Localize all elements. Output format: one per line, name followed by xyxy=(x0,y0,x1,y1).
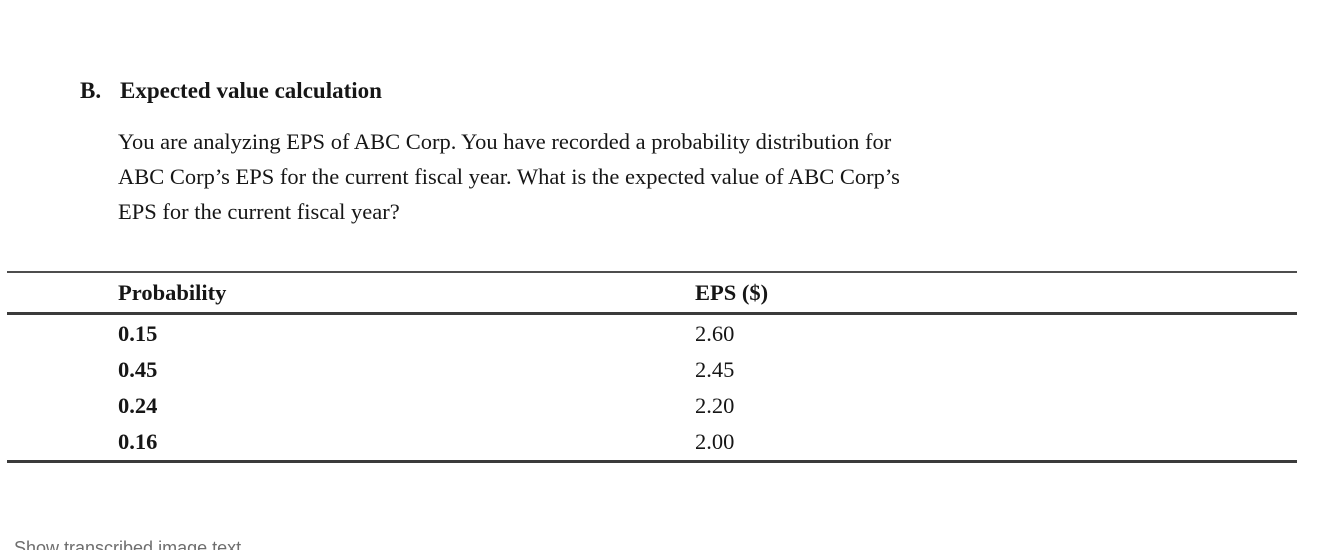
probability-cell: 0.24 xyxy=(118,393,158,418)
table-body: 0.15 2.60 0.45 2.45 0.24 2.20 0.16 2.00 xyxy=(7,315,1297,463)
table-row: 0.16 2.00 xyxy=(7,424,1297,460)
paragraph-line: EPS for the current fiscal year? xyxy=(118,199,400,224)
column-header-eps: EPS ($) xyxy=(695,280,769,305)
probability-cell: 0.45 xyxy=(118,357,158,382)
probability-cell: 0.16 xyxy=(118,429,158,454)
show-transcribed-text-link[interactable]: Show transcribed image text xyxy=(14,538,242,550)
table-header-row: Probability EPS ($) xyxy=(7,273,1297,315)
eps-cell: 2.45 xyxy=(695,357,735,382)
question-paragraph: You are analyzing EPS of ABC Corp. You h… xyxy=(118,124,900,229)
table-row: 0.45 2.45 xyxy=(7,352,1297,388)
section-heading: B. Expected value calculation xyxy=(57,46,382,136)
paragraph-line: You are analyzing EPS of ABC Corp. You h… xyxy=(118,129,892,154)
section-title: Expected value calculation xyxy=(120,78,382,103)
section-label: B. xyxy=(80,78,102,103)
eps-cell: 2.60 xyxy=(695,321,735,346)
eps-cell: 2.00 xyxy=(695,429,735,454)
paragraph-line: ABC Corp’s EPS for the current fiscal ye… xyxy=(118,164,900,189)
probability-eps-table: Probability EPS ($) 0.15 2.60 0.45 2.45 … xyxy=(7,271,1297,463)
probability-cell: 0.15 xyxy=(118,321,158,346)
table-row: 0.24 2.20 xyxy=(7,388,1297,424)
column-header-probability: Probability xyxy=(118,280,227,305)
eps-cell: 2.20 xyxy=(695,393,735,418)
table-row: 0.15 2.60 xyxy=(7,316,1297,352)
